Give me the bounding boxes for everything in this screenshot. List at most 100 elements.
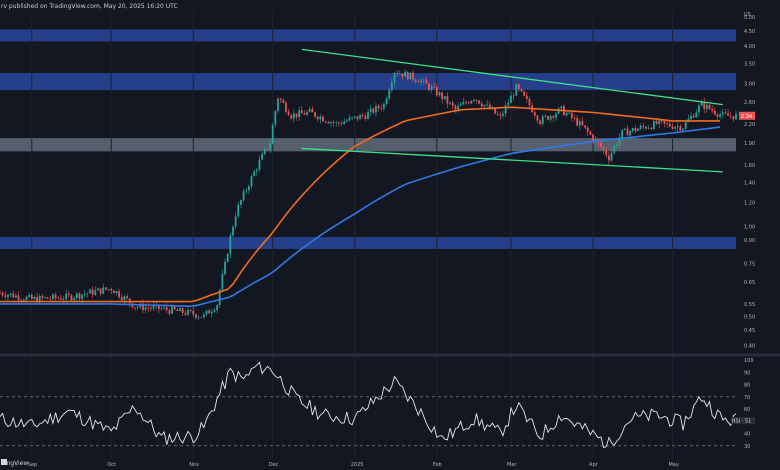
- candle: [705, 103, 708, 113]
- candle-body: [721, 112, 724, 115]
- candle: [54, 292, 57, 302]
- candle-body: [213, 310, 216, 312]
- candle: [647, 124, 650, 130]
- last-price-tag-label: 2.34: [741, 114, 752, 120]
- candle-body: [224, 261, 226, 275]
- candle-body: [510, 95, 512, 103]
- candle-body: [314, 112, 316, 117]
- candle: [187, 307, 189, 317]
- candle-body: [703, 101, 706, 110]
- price-axis-tick-label: 3.50: [744, 61, 755, 67]
- candle-body: [120, 297, 123, 300]
- candle: [14, 293, 17, 299]
- candle: [118, 289, 121, 300]
- grid-layer: [31, 12, 673, 458]
- channel-upper-line[interactable]: [301, 48, 723, 106]
- candle-body: [229, 235, 232, 254]
- rsi-legend-background: [731, 417, 755, 425]
- candle-body: [615, 144, 618, 147]
- candle-body: [306, 111, 309, 115]
- tradingview-logo[interactable]: dingView: [1, 459, 28, 467]
- candle: [152, 301, 155, 311]
- candle-body: [12, 293, 15, 298]
- candle-body: [528, 98, 531, 106]
- candle: [367, 108, 369, 120]
- candle: [150, 305, 152, 312]
- candle: [499, 111, 502, 120]
- candle-body: [684, 122, 687, 129]
- candle: [650, 126, 653, 131]
- candle-body: [406, 71, 409, 80]
- candle-body: [332, 122, 335, 123]
- candle-body: [261, 153, 264, 160]
- candle: [404, 68, 406, 77]
- candle: [353, 115, 356, 120]
- candle-body: [181, 308, 184, 313]
- candle: [195, 313, 197, 320]
- candle-body: [375, 105, 377, 113]
- candle-body: [104, 287, 107, 290]
- candle: [462, 97, 465, 106]
- channel-lower-line[interactable]: [301, 147, 723, 173]
- candle-body: [695, 112, 698, 118]
- candle-body: [486, 104, 489, 106]
- candle-body: [136, 307, 139, 308]
- candle-body: [555, 113, 557, 118]
- candle-body: [504, 105, 507, 114]
- candle-body: [576, 118, 579, 126]
- tradingview-logo-text: dingView: [1, 460, 28, 467]
- time-axis-tick-label: 2025: [351, 462, 364, 468]
- candle-body: [144, 307, 147, 311]
- candle-body: [348, 117, 351, 121]
- candle: [570, 110, 573, 122]
- candle: [634, 125, 637, 134]
- candle: [184, 309, 187, 316]
- candle-body: [67, 293, 70, 296]
- candle: [618, 133, 621, 149]
- candle-body: [682, 128, 684, 131]
- candle: [369, 104, 372, 117]
- candle: [735, 110, 737, 120]
- candle: [33, 295, 36, 301]
- candle-body: [208, 310, 211, 314]
- candle-body: [221, 274, 224, 290]
- price-axis-tick-label: 3.00: [744, 81, 755, 87]
- candle-body: [414, 79, 417, 82]
- candle-body: [173, 306, 176, 310]
- candle-body: [634, 128, 637, 132]
- rsi-line: [0, 361, 737, 449]
- candle: [568, 111, 571, 115]
- candle-body: [250, 176, 253, 187]
- candle-body: [295, 113, 298, 118]
- rsi-axis-tick-label: 60: [744, 407, 750, 413]
- candle: [573, 114, 576, 122]
- candle-body: [560, 106, 563, 109]
- candle: [700, 99, 703, 107]
- candle-body: [388, 90, 391, 99]
- candle: [377, 104, 380, 112]
- candle: [417, 79, 420, 83]
- candle: [578, 118, 581, 130]
- candle: [690, 112, 692, 122]
- candle: [660, 119, 663, 125]
- candle: [637, 127, 639, 132]
- candle: [271, 122, 274, 145]
- candle-body: [253, 171, 256, 177]
- candle-body: [17, 295, 20, 301]
- candle: [314, 111, 316, 119]
- ma-fast-line: [0, 106, 721, 303]
- candle-body: [242, 191, 245, 201]
- candle-body: [324, 121, 327, 123]
- candle-body: [335, 122, 338, 124]
- candle-body: [316, 116, 319, 120]
- candle-body: [59, 298, 62, 300]
- candle-body: [83, 294, 86, 295]
- candle: [708, 103, 711, 111]
- candle-body: [258, 159, 261, 170]
- candle: [104, 287, 107, 291]
- candle: [711, 105, 714, 114]
- candle-body: [470, 100, 473, 104]
- candle: [613, 144, 616, 155]
- candle-body: [240, 200, 242, 205]
